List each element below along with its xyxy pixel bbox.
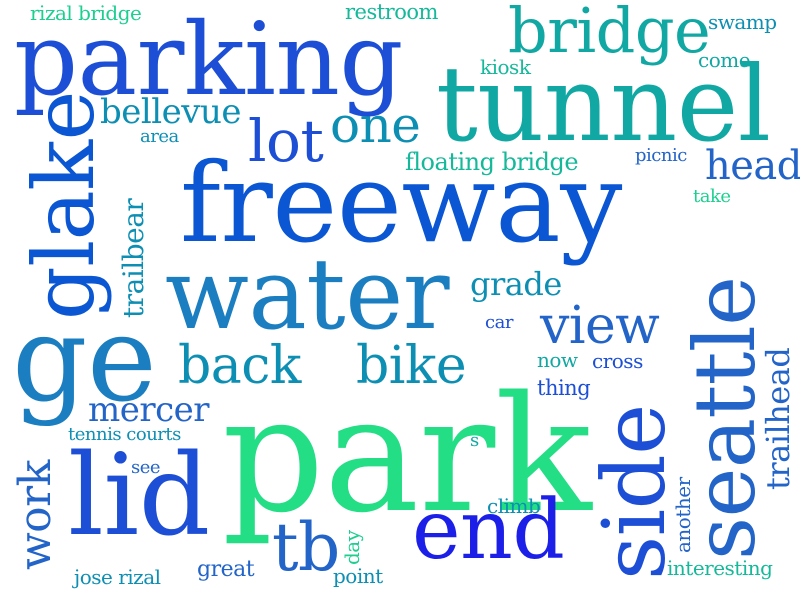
word-mercer: mercer — [88, 390, 210, 430]
word-take: take — [693, 186, 731, 207]
word-glake: glake — [15, 91, 113, 320]
word-picnic: picnic — [635, 145, 687, 166]
word-work: work — [10, 460, 61, 570]
word-day: day — [340, 530, 364, 565]
word-another: another — [671, 477, 695, 553]
word-area: area — [140, 126, 179, 147]
word-bellevue: bellevue — [100, 92, 241, 132]
word-floating-bridge: floating bridge — [405, 148, 579, 176]
word-bike: bike — [356, 336, 467, 396]
word-interesting: interesting — [667, 556, 773, 580]
word-point: point — [333, 564, 383, 588]
word-view: view — [540, 296, 660, 356]
word-climb: climb — [487, 494, 541, 518]
word-freeway: freeway — [180, 139, 622, 267]
word-thing: thing — [537, 376, 591, 400]
word-park: park — [222, 361, 592, 548]
word-water: water — [165, 238, 450, 352]
word-side: side — [585, 404, 685, 580]
word-see: see — [131, 457, 161, 478]
word-great: great — [197, 557, 255, 582]
word-rizal-bridge: rizal bridge — [30, 1, 142, 25]
word-back: back — [178, 336, 301, 396]
word-parking: parking — [14, 1, 403, 118]
word-seattle: seattle — [676, 276, 774, 561]
word-ge: ge — [12, 290, 157, 428]
word-end: end — [412, 483, 565, 578]
word-cross: cross — [592, 349, 643, 373]
word-tb: tb — [272, 509, 340, 586]
word-bridge: bridge — [508, 0, 711, 67]
word-s: s — [470, 430, 479, 451]
word-come: come — [698, 48, 751, 72]
word-swamp: swamp — [708, 10, 777, 34]
word-one: one — [330, 96, 421, 154]
word-trailhead: trailhead — [759, 347, 797, 490]
word-kiosk: kiosk — [480, 55, 531, 79]
word-restroom: restroom — [345, 0, 438, 24]
word-trailbear: trailbear — [117, 198, 150, 318]
word-lid: lid — [68, 431, 210, 561]
word-lot: lot — [248, 107, 324, 175]
word-head: head — [705, 143, 800, 189]
word-tennis-courts: tennis courts — [68, 424, 181, 445]
word-tunnel: tunnel — [436, 43, 771, 165]
word-jose-rizal: jose rizal — [74, 565, 161, 589]
word-grade: grade — [470, 265, 562, 303]
word-now: now — [537, 348, 578, 372]
word-car: car — [485, 312, 513, 333]
